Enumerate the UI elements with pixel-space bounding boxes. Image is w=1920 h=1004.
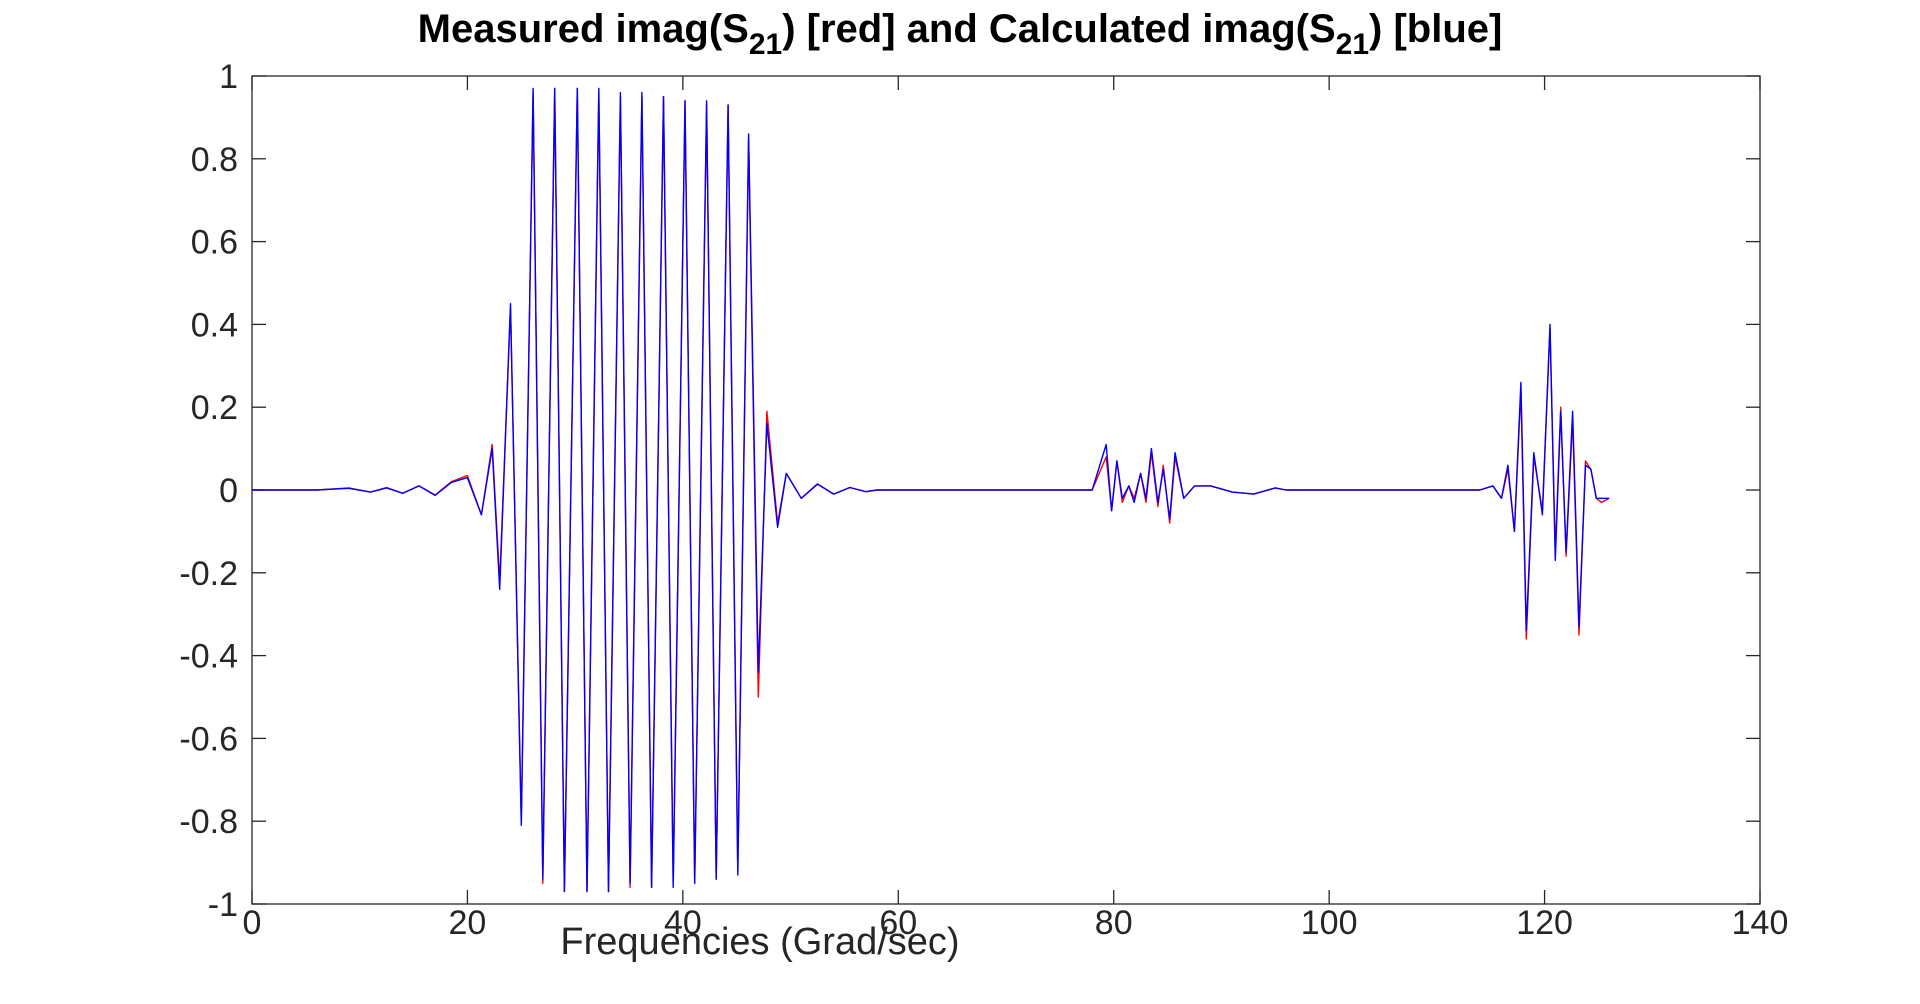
y-tick-label: 0.4 bbox=[191, 306, 238, 344]
x-tick-label: 80 bbox=[1095, 904, 1133, 942]
y-tick-label: -0.8 bbox=[179, 803, 238, 841]
tick-marks bbox=[251, 75, 1761, 905]
y-tick-label: 0.6 bbox=[191, 224, 238, 262]
y-tick-label: 0 bbox=[219, 472, 238, 510]
x-tick-label: 0 bbox=[243, 904, 262, 942]
x-tick-label: 100 bbox=[1301, 904, 1358, 942]
x-tick-label: 40 bbox=[664, 904, 702, 942]
x-tick-label: 120 bbox=[1516, 904, 1573, 942]
x-tick-label: 140 bbox=[1732, 904, 1789, 942]
series-layer bbox=[252, 87, 1610, 893]
x-axis-label: Frequencies (Grad/sec) bbox=[560, 921, 959, 963]
x-tick-label: 20 bbox=[449, 904, 487, 942]
y-tick-label: -0.4 bbox=[179, 638, 238, 676]
tick-labels: 0 20 40 60 80 100 120 140 -1 -0.8 -0.6 -0.4 -0.2 0 0.2… bbox=[179, 58, 1788, 942]
x-tick-label: 60 bbox=[879, 904, 917, 942]
y-tick-label: 1 bbox=[219, 58, 238, 96]
chart-title: Measured imag(S21) [red] and Calculated … bbox=[418, 7, 1503, 61]
series-line-blue bbox=[252, 87, 1610, 893]
y-tick-label: -1 bbox=[208, 886, 238, 924]
y-tick-label: 0.8 bbox=[191, 141, 238, 179]
y-tick-label: 0.2 bbox=[191, 389, 238, 427]
y-tick-label: -0.6 bbox=[179, 720, 238, 758]
y-tick-label: -0.2 bbox=[179, 555, 238, 593]
